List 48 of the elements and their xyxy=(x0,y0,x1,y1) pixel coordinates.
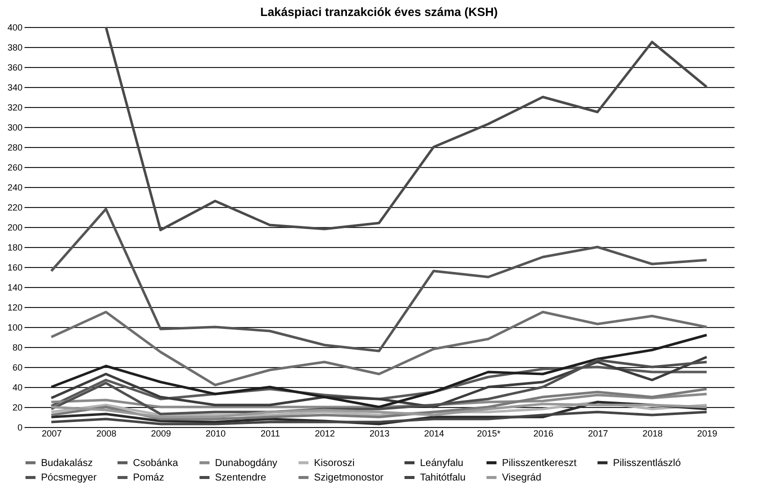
legend-label: Pomáz xyxy=(133,472,164,484)
x-tick-label: 2014 xyxy=(424,428,444,438)
y-tick-label: 400 xyxy=(7,22,22,32)
y-tick-label: 20 xyxy=(12,402,22,412)
y-tick-label: 280 xyxy=(7,142,22,152)
y-tick-label: 120 xyxy=(7,302,22,312)
y-tick-label: 0 xyxy=(17,422,22,432)
x-tick-label: 2016 xyxy=(533,428,554,438)
y-tick-label: 140 xyxy=(7,282,22,292)
x-tick-label: 2019 xyxy=(697,428,718,438)
y-tick-label: 180 xyxy=(7,242,22,252)
x-tick-label: 2007 xyxy=(42,428,62,438)
y-tick-label: 300 xyxy=(7,122,22,132)
chart-title: Lakáspiaci tranzakciók éves száma (KSH) xyxy=(260,5,498,19)
y-tick-label: 220 xyxy=(7,202,22,212)
legend-label: Pilisszentlászló xyxy=(613,458,682,469)
legend-label: Szentendre xyxy=(215,472,267,484)
y-tick-label: 240 xyxy=(7,182,22,192)
legend-label: Kisoroszi xyxy=(314,458,355,469)
x-tick-label: 2013 xyxy=(369,428,390,438)
legend-label: Csobánka xyxy=(133,458,178,469)
y-tick-label: 160 xyxy=(7,262,22,272)
x-tick-label: 2018 xyxy=(642,428,663,438)
y-tick-label: 40 xyxy=(12,382,22,392)
legend-label: Visegrád xyxy=(502,472,542,484)
x-tick-label: 2015* xyxy=(476,428,501,438)
legend-label: Pócsmegyer xyxy=(41,472,98,484)
legend-label: Tahitótfalu xyxy=(420,472,466,484)
x-tick-label: 2008 xyxy=(96,428,116,438)
x-tick-label: 2017 xyxy=(588,428,608,438)
y-tick-label: 260 xyxy=(7,162,22,172)
y-tick-label: 340 xyxy=(7,82,22,92)
y-tick-label: 200 xyxy=(7,222,22,232)
legend-label: Pilisszentkereszt xyxy=(502,458,577,469)
legend-label: Leányfalu xyxy=(420,458,464,469)
x-tick-label: 2010 xyxy=(206,428,226,438)
legend-label: Budakalász xyxy=(41,458,93,469)
y-tick-label: 360 xyxy=(7,62,22,72)
y-tick-label: 80 xyxy=(12,342,22,352)
y-tick-label: 380 xyxy=(7,42,22,52)
legend-label: Dunabogdány xyxy=(215,458,278,469)
legend-label: Szigetmonostor xyxy=(314,472,384,484)
x-tick-label: 2009 xyxy=(151,428,172,438)
y-tick-label: 100 xyxy=(7,322,22,332)
y-tick-label: 320 xyxy=(7,102,22,112)
y-tick-label: 60 xyxy=(12,362,22,372)
x-tick-label: 2011 xyxy=(260,428,280,438)
x-tick-label: 2012 xyxy=(314,428,335,438)
